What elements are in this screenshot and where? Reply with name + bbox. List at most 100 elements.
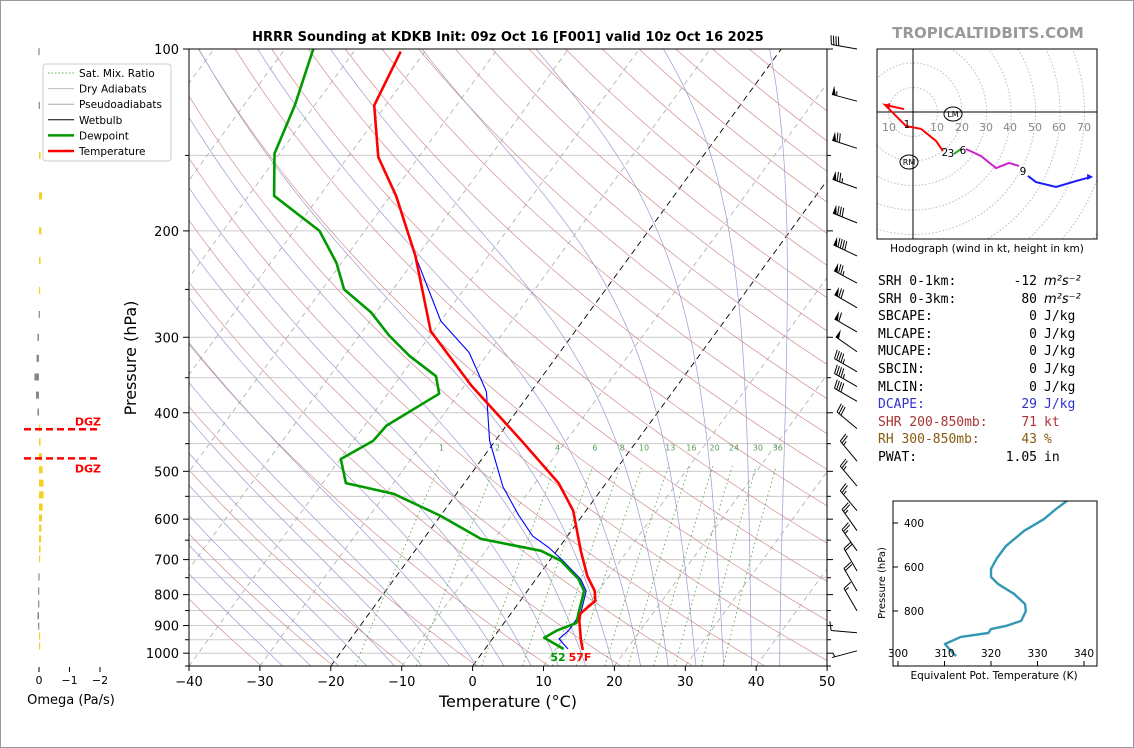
stat-label: MLCAPE: bbox=[878, 326, 933, 342]
barb-full bbox=[829, 621, 832, 631]
hodograph-title: Hodograph (wind in kt, height in km) bbox=[890, 243, 1084, 255]
wind-barb bbox=[830, 35, 858, 50]
pseudoadiabat bbox=[189, 484, 367, 666]
wind-barb bbox=[835, 329, 858, 353]
y-tick-label: 700 bbox=[154, 554, 179, 569]
wind-barb bbox=[831, 85, 858, 102]
omega-bar bbox=[39, 632, 41, 640]
barb-full bbox=[844, 241, 848, 251]
barb-staff bbox=[833, 270, 858, 284]
x-tick-label: −30 bbox=[246, 675, 273, 690]
stat-value: 0 bbox=[1029, 379, 1037, 395]
barb-full bbox=[843, 561, 852, 569]
pseudoadiabat bbox=[769, 49, 788, 666]
hodograph-ring-label: 40 bbox=[1003, 121, 1017, 134]
barb-half bbox=[832, 652, 836, 658]
dry-adiabat bbox=[455, 49, 827, 365]
barb-full bbox=[836, 350, 840, 361]
stat-unit: in bbox=[1044, 449, 1060, 465]
stat-unit: J/kg bbox=[1044, 344, 1076, 360]
isotherm bbox=[401, 82, 827, 666]
wind-barb bbox=[832, 131, 858, 149]
barb-full bbox=[841, 435, 848, 444]
theta-e-y-label: Pressure (hPa) bbox=[877, 547, 888, 619]
mixing-ratio-label: 1 bbox=[439, 444, 444, 453]
pseudoadiabat bbox=[421, 49, 697, 666]
dry-adiabat bbox=[198, 49, 827, 621]
dry-adiabat bbox=[344, 49, 827, 470]
wind-barb bbox=[841, 502, 858, 531]
wind-barb bbox=[834, 286, 858, 309]
mixing-ratio-label: 24 bbox=[729, 444, 739, 453]
omega-bar bbox=[39, 535, 42, 543]
wind-barb bbox=[839, 483, 858, 512]
wind-barb bbox=[833, 262, 858, 284]
stat-row: MLCIN: 0 J/kg bbox=[878, 379, 1081, 397]
mixing-ratio-label: 13 bbox=[665, 444, 675, 453]
barb-full bbox=[836, 380, 840, 390]
stat-label: SRH 0-3km: bbox=[878, 291, 957, 307]
omega-bar bbox=[39, 642, 41, 650]
hodograph-arrow bbox=[1087, 173, 1094, 180]
barb-flag bbox=[832, 131, 837, 142]
y-tick-label: 500 bbox=[154, 465, 179, 480]
barb-full bbox=[837, 237, 841, 248]
stat-value: 29 bbox=[1021, 397, 1037, 413]
hodograph-height-label: 6 bbox=[960, 145, 967, 157]
dry-adiabat bbox=[308, 49, 827, 507]
x-axis-label: Temperature (°C) bbox=[438, 692, 577, 711]
x-tick-label: 0 bbox=[468, 675, 476, 690]
hodograph-ring-label: 30 bbox=[979, 121, 993, 134]
barb-full bbox=[841, 522, 849, 530]
legend-label: Wetbulb bbox=[79, 115, 123, 127]
wind-barb bbox=[834, 349, 858, 373]
x-tick-label: 50 bbox=[819, 675, 836, 690]
legend-label: Dewpoint bbox=[79, 130, 129, 142]
stat-row: SHR 200-850mb: 71 kt bbox=[878, 414, 1081, 432]
barb-full bbox=[838, 405, 844, 414]
dry-adiabat bbox=[189, 157, 765, 666]
wind-barb bbox=[839, 458, 858, 487]
barb-staff bbox=[831, 93, 858, 102]
wind-barb bbox=[843, 561, 858, 592]
storm-motion-label: LM bbox=[947, 110, 958, 119]
omega-tick-label: 0 bbox=[36, 674, 43, 687]
barb-staff bbox=[832, 212, 858, 224]
theta-e-y-tick-label: 800 bbox=[904, 606, 924, 618]
stat-label: SHR 200-850mb: bbox=[878, 414, 988, 430]
stat-unit: % bbox=[1044, 432, 1052, 448]
barb-full bbox=[843, 541, 852, 549]
barb-full bbox=[840, 289, 845, 299]
y-tick-label: 800 bbox=[154, 589, 179, 604]
dry-adiabat bbox=[418, 49, 827, 400]
dry-adiabat bbox=[381, 49, 827, 435]
theta-e-x-tick-label: 330 bbox=[1027, 648, 1047, 660]
barb-flag bbox=[834, 262, 839, 273]
barb-staff bbox=[831, 650, 858, 659]
barb-staff bbox=[836, 411, 858, 430]
dry-adiabat bbox=[189, 95, 827, 661]
surface-temperature-label: 57F bbox=[569, 651, 592, 664]
omega-bar bbox=[38, 310, 40, 318]
barb-half bbox=[841, 178, 844, 183]
barb-full bbox=[843, 581, 852, 589]
y-tick-label: 900 bbox=[154, 620, 179, 635]
stat-value: 80 bbox=[1021, 291, 1037, 307]
barb-half bbox=[842, 270, 845, 276]
stat-row: MUCAPE: 0 J/kg bbox=[878, 343, 1081, 361]
barb-full bbox=[838, 133, 841, 143]
barb-staff bbox=[834, 387, 858, 402]
barb-full bbox=[841, 485, 848, 494]
wind-barb bbox=[839, 433, 858, 462]
barb-full bbox=[836, 365, 840, 375]
barb-full bbox=[839, 172, 842, 182]
omega-axis-label: Omega (Pa/s) bbox=[27, 693, 115, 708]
isotherm bbox=[259, 49, 711, 666]
x-tick-label: 20 bbox=[606, 675, 623, 690]
hodograph-height-label: 2 bbox=[942, 147, 949, 159]
theta-e-y-tick-label: 600 bbox=[904, 562, 924, 574]
mixing-ratio-label: 10 bbox=[639, 444, 649, 453]
hodograph-frame bbox=[876, 48, 1098, 240]
isotherm bbox=[543, 276, 827, 666]
barb-half bbox=[843, 441, 847, 446]
